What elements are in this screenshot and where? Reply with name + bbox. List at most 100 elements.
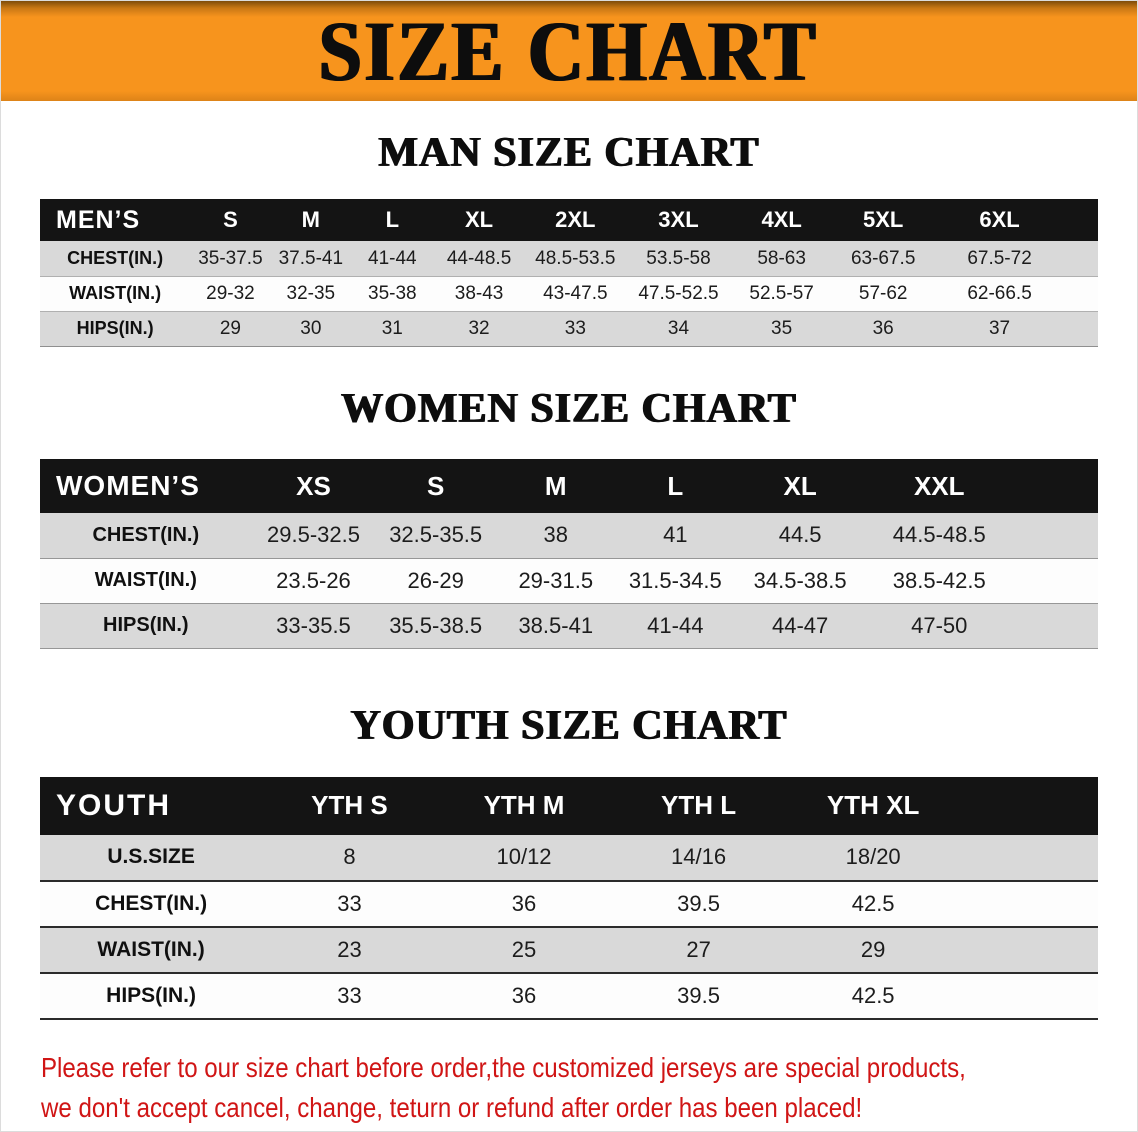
header-filler (1065, 199, 1098, 241)
table-row: CHEST(IN.) 33 36 39.5 42.5 (40, 880, 1098, 928)
table-title: MEN’S (56, 205, 141, 234)
size-value: 48.5-53.5 (524, 241, 627, 277)
row-label: WAIST(IN.) (40, 276, 191, 312)
size-column-header: 5XL (863, 207, 904, 233)
size-value: 34 (626, 311, 731, 347)
size-value: 52.5-57 (730, 276, 833, 312)
row-label: HIPS(IN.) (40, 311, 191, 347)
size-value: 57-62 (832, 276, 934, 312)
size-column-header: S (427, 470, 445, 501)
size-value: 31.5-34.5 (615, 558, 736, 604)
row-label: WAIST(IN.) (40, 558, 252, 604)
size-value: 42.5 (785, 880, 961, 928)
size-value: 29 (190, 311, 271, 347)
size-column-header: 6XL (979, 207, 1020, 233)
table-row: WAIST(IN.) 29-32 32-35 35-38 38-43 43-47.5 47.… (40, 276, 1098, 312)
youth-section: YOUTH SIZE CHART YOUTH YTH S YTH M YTH L YTH… (1, 702, 1137, 1020)
page-title: SIZE CHART (319, 3, 819, 99)
women-section: WOMEN SIZE CHART WOMEN’S XS S M L XL XXL CHEST(… (1, 385, 1137, 649)
size-column-header: M (544, 470, 567, 501)
table-title: WOMEN’S (56, 470, 200, 502)
table-row: U.S.SIZE 8 10/12 14/16 18/20 (40, 834, 1098, 882)
row-filler (960, 972, 1098, 1020)
size-column-header: 3XL (658, 207, 699, 233)
size-column-header: YTH M (483, 790, 565, 821)
size-value: 43-47.5 (524, 276, 627, 312)
row-label: CHEST(IN.) (40, 880, 263, 928)
row-filler (1065, 311, 1098, 347)
size-column-header: M (301, 207, 320, 233)
size-value: 29-31.5 (495, 558, 616, 604)
size-column-header: YTH L (661, 790, 737, 821)
size-column-header: L (385, 207, 400, 233)
size-value: 41 (615, 513, 736, 559)
row-label: CHEST(IN.) (40, 513, 252, 559)
size-value: 63-67.5 (832, 241, 934, 277)
youth-size-table: YOUTH YTH S YTH M YTH L YTH XL U.S.SIZE 8 10/12… (40, 776, 1098, 1020)
size-value: 36 (436, 880, 612, 928)
men-section: MAN SIZE CHART MEN’S S M L XL 2XL 3XL 4XL 5XL 6XL… (1, 129, 1137, 347)
table-header-row: MEN’S S M L XL 2XL 3XL 4XL 5XL 6XL (40, 199, 1098, 242)
size-value: 62-66.5 (933, 276, 1066, 312)
header-filler (960, 777, 1098, 835)
size-value: 38.5-42.5 (865, 558, 1014, 604)
size-value: 33 (262, 880, 437, 928)
size-value: 30 (270, 311, 352, 347)
row-label: HIPS(IN.) (40, 972, 263, 1020)
size-value: 26-29 (375, 558, 496, 604)
size-value: 67.5-72 (933, 241, 1066, 277)
table-row: HIPS(IN.) 29 30 31 32 33 34 35 36 37 (40, 311, 1098, 347)
row-filler (1065, 241, 1098, 277)
size-value: 38-43 (433, 276, 525, 312)
size-value: 36 (436, 972, 612, 1020)
size-value: 44-48.5 (433, 241, 525, 277)
row-filler (960, 834, 1098, 882)
table-header-row: YOUTH YTH S YTH M YTH L YTH XL (40, 776, 1098, 835)
size-value: 27 (611, 926, 786, 974)
size-value: 32-35 (270, 276, 352, 312)
size-value: 29 (785, 926, 961, 974)
size-column-header: XL (783, 470, 817, 501)
size-value: 44.5-48.5 (865, 513, 1014, 559)
size-value: 25 (436, 926, 612, 974)
size-value: 44-47 (735, 603, 866, 649)
size-column-header: S (223, 207, 238, 233)
women-size-table: WOMEN’S XS S M L XL XXL CHEST(IN.) 29.5-32.5 32.5… (40, 459, 1098, 649)
row-filler (1065, 276, 1098, 312)
banner: SIZE CHART (1, 1, 1137, 101)
size-column-header: 2XL (555, 207, 596, 233)
row-label: CHEST(IN.) (40, 241, 191, 277)
row-filler (960, 926, 1098, 974)
size-value: 31 (351, 311, 434, 347)
size-value: 41-44 (615, 603, 736, 649)
size-value: 44.5 (735, 513, 866, 559)
size-value: 58-63 (730, 241, 833, 277)
size-value: 23.5-26 (251, 558, 376, 604)
size-value: 35.5-38.5 (375, 603, 496, 649)
size-column-header: 4XL (761, 207, 802, 233)
size-value: 10/12 (436, 834, 612, 882)
size-value: 38.5-41 (495, 603, 616, 649)
size-value: 32 (433, 311, 525, 347)
size-column-header: L (667, 470, 684, 501)
men-section-heading: MAN SIZE CHART (378, 130, 760, 176)
size-column-header: YTH XL (826, 790, 920, 821)
header-filler (1013, 459, 1098, 513)
row-filler (1013, 603, 1098, 649)
row-filler (960, 880, 1098, 928)
table-row: CHEST(IN.) 35-37.5 37.5-41 41-44 44-48.5 48.5… (40, 241, 1098, 277)
size-value: 35-38 (351, 276, 434, 312)
row-label: U.S.SIZE (40, 834, 263, 882)
size-value: 34.5-38.5 (735, 558, 866, 604)
table-row: WAIST(IN.) 23 25 27 29 (40, 926, 1098, 974)
size-value: 39.5 (611, 972, 786, 1020)
size-value: 39.5 (611, 880, 786, 928)
size-column-header: XS (296, 470, 331, 501)
size-value: 41-44 (351, 241, 434, 277)
table-row: HIPS(IN.) 33-35.5 35.5-38.5 38.5-41 41-44 44-… (40, 603, 1098, 649)
size-value: 35-37.5 (190, 241, 271, 277)
size-value: 37 (933, 311, 1066, 347)
size-value: 47.5-52.5 (626, 276, 731, 312)
size-value: 33 (524, 311, 627, 347)
disclaimer-line-1: Please refer to our size chart before or… (41, 1051, 966, 1083)
